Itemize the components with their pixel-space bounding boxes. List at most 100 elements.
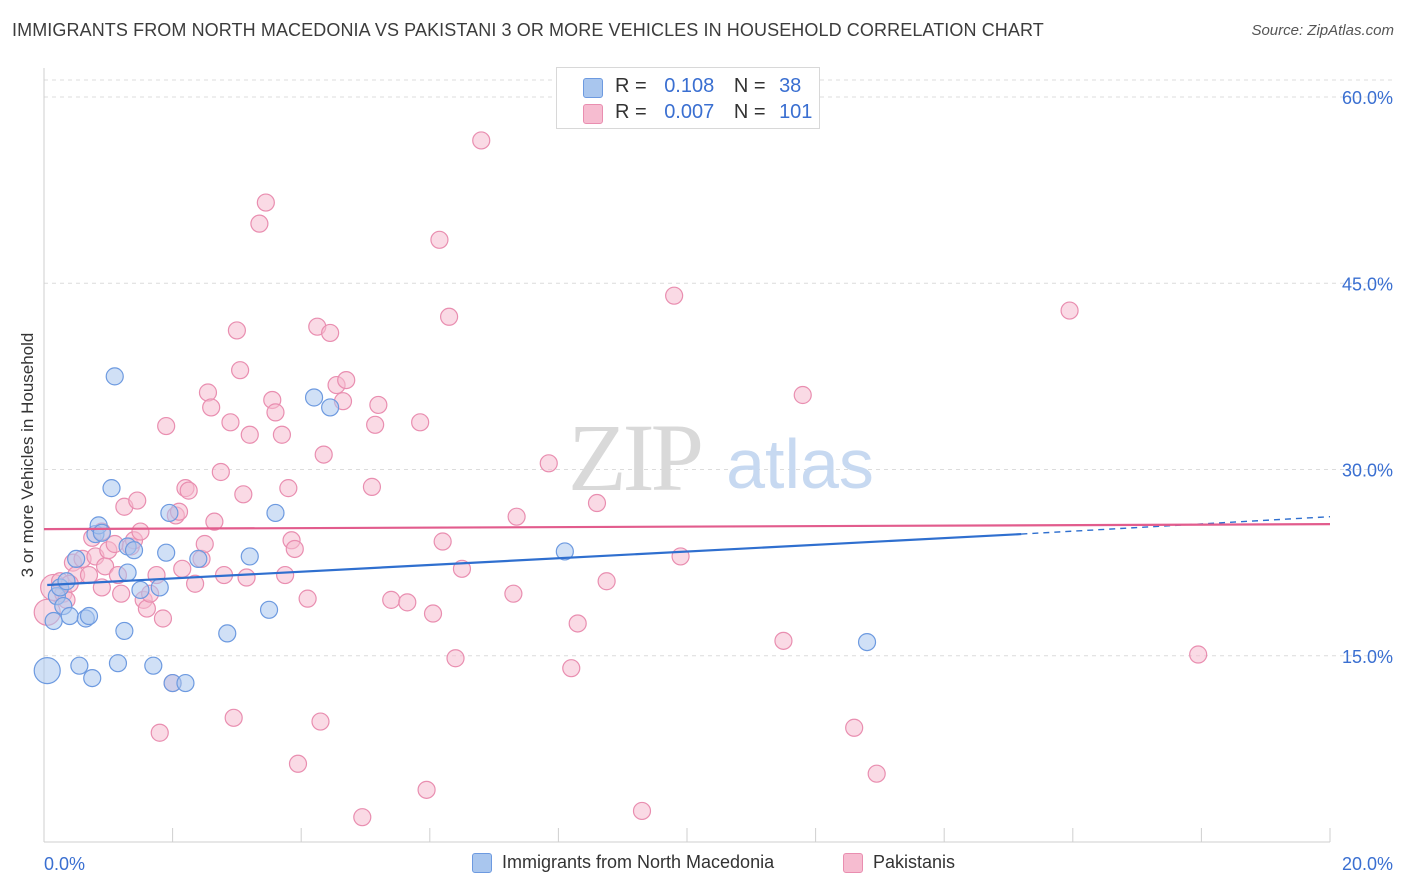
pakistanis-point [157,416,176,436]
pakistanis-point [369,395,388,415]
pakistanis-point [234,485,253,504]
north-macedonia-point [218,624,237,643]
pakistanis-point [398,593,417,612]
n-label: N = [733,75,766,97]
north-macedonia-points [33,367,877,693]
north-macedonia-point [150,578,169,597]
pakistanis-point [504,584,523,603]
stats-box: R = 0.108 N = 38 R = 0.007 N = 101 [556,67,820,129]
pakistanis-point [366,415,385,434]
chart-title: IMMIGRANTS FROM NORTH MACEDONIA VS PAKIS… [12,20,1044,40]
y-tick-label: 30.0% [1342,461,1393,481]
pakistanis-point [793,385,812,405]
watermark: ZIP atlas [568,404,874,511]
north-macedonia-point [189,549,208,569]
north-macedonia-point [131,580,150,600]
north-macedonia-point [105,367,124,386]
pink-legend-swatch [843,853,863,873]
north-macedonia-point [79,606,99,626]
y-tick-label: 60.0% [1342,88,1393,108]
pakistanis-point [224,708,243,727]
pakistanis-point [231,361,250,380]
r-value: 0.007 [664,101,715,123]
pakistanis-point [79,565,99,585]
pakistanis-point [587,493,607,513]
axes [43,68,1331,843]
pakistanis-point [298,589,317,608]
blue-legend-swatch [472,853,492,873]
r-label: R = [615,101,647,123]
pakistanis-point [150,723,169,742]
north-macedonia-point [115,621,134,641]
pakistanis-point [205,512,224,531]
pakistanis-point [311,712,330,731]
pakistanis-point [250,214,269,233]
pakistanis-point [439,307,459,326]
pakistanis-point [362,477,382,496]
north-macedonia-point [304,388,324,407]
pakistanis-point [1189,645,1208,664]
north-macedonia-point [555,542,574,561]
north-macedonia-point [157,543,176,562]
r-value: 0.108 [664,75,715,97]
pakistanis-point [314,445,333,464]
pakistanis-point [202,398,221,417]
legend-label: Pakistanis [873,852,956,872]
blue-swatch [583,78,603,98]
trend-lines [43,515,1331,587]
watermark-atlas: atlas [726,425,874,503]
pakistanis-point [472,131,491,150]
pakistanis-point [562,659,581,678]
pakistanis-point [568,614,587,633]
pakistanis-point [845,718,864,737]
tick-labels: 15.0% 30.0% 45.0% 60.0% 0.0% 20.0% [44,88,1393,874]
north-macedonia-point [44,611,63,631]
pakistanis-point [153,609,173,628]
north-macedonia-point [67,549,86,569]
pakistanis-point [539,454,558,473]
pakistanis-point [112,584,131,603]
pakistanis-point [221,413,240,432]
north-macedonia-point [240,547,259,566]
pakistanis-point [774,631,793,650]
pakistanis-point [423,604,443,623]
pakistanis-point [137,599,156,618]
pakistanis-points [33,131,1208,827]
pakistanis-point [279,479,298,498]
pakistanis-point [276,565,295,585]
pakistanis-point [173,559,192,578]
pakistanis-point [382,590,401,609]
source-label: Source: ZipAtlas.com [1251,22,1394,39]
n-value: 101 [779,101,813,123]
pakistanis-point [272,425,292,444]
pakistanis-point [1060,301,1079,320]
pakistanis-point [433,532,452,551]
north-macedonia-point [83,668,102,688]
north-macedonia-point [118,563,137,582]
legend-label: Immigrants from North Macedonia [502,852,775,872]
pakistanis-point [128,491,147,510]
n-value: 38 [779,75,802,97]
pakistanis-trend-line [43,523,1331,531]
pakistanis-point [211,462,230,482]
pakistanis-point [867,764,886,783]
north-macedonia-point [176,673,195,693]
north-macedonia-trend-line [47,532,1022,587]
pakistanis-point [288,754,308,773]
pakistanis-point [507,507,526,526]
watermark-zip: ZIP [568,404,701,511]
pakistanis-point [597,572,616,591]
r-label: R = [615,75,647,97]
pakistanis-point [266,403,285,422]
north-macedonia-point [259,600,279,619]
pakistanis-point [198,383,218,402]
north-macedonia-point [321,398,340,417]
pakistanis-point [285,539,304,559]
y-axis-label: 3 or more Vehicles in Household [18,332,37,578]
pakistanis-point [430,230,449,249]
pakistanis-point [353,808,372,827]
pakistanis-point [632,801,652,821]
y-tick-label: 15.0% [1342,647,1393,667]
pakistanis-point [665,286,684,305]
